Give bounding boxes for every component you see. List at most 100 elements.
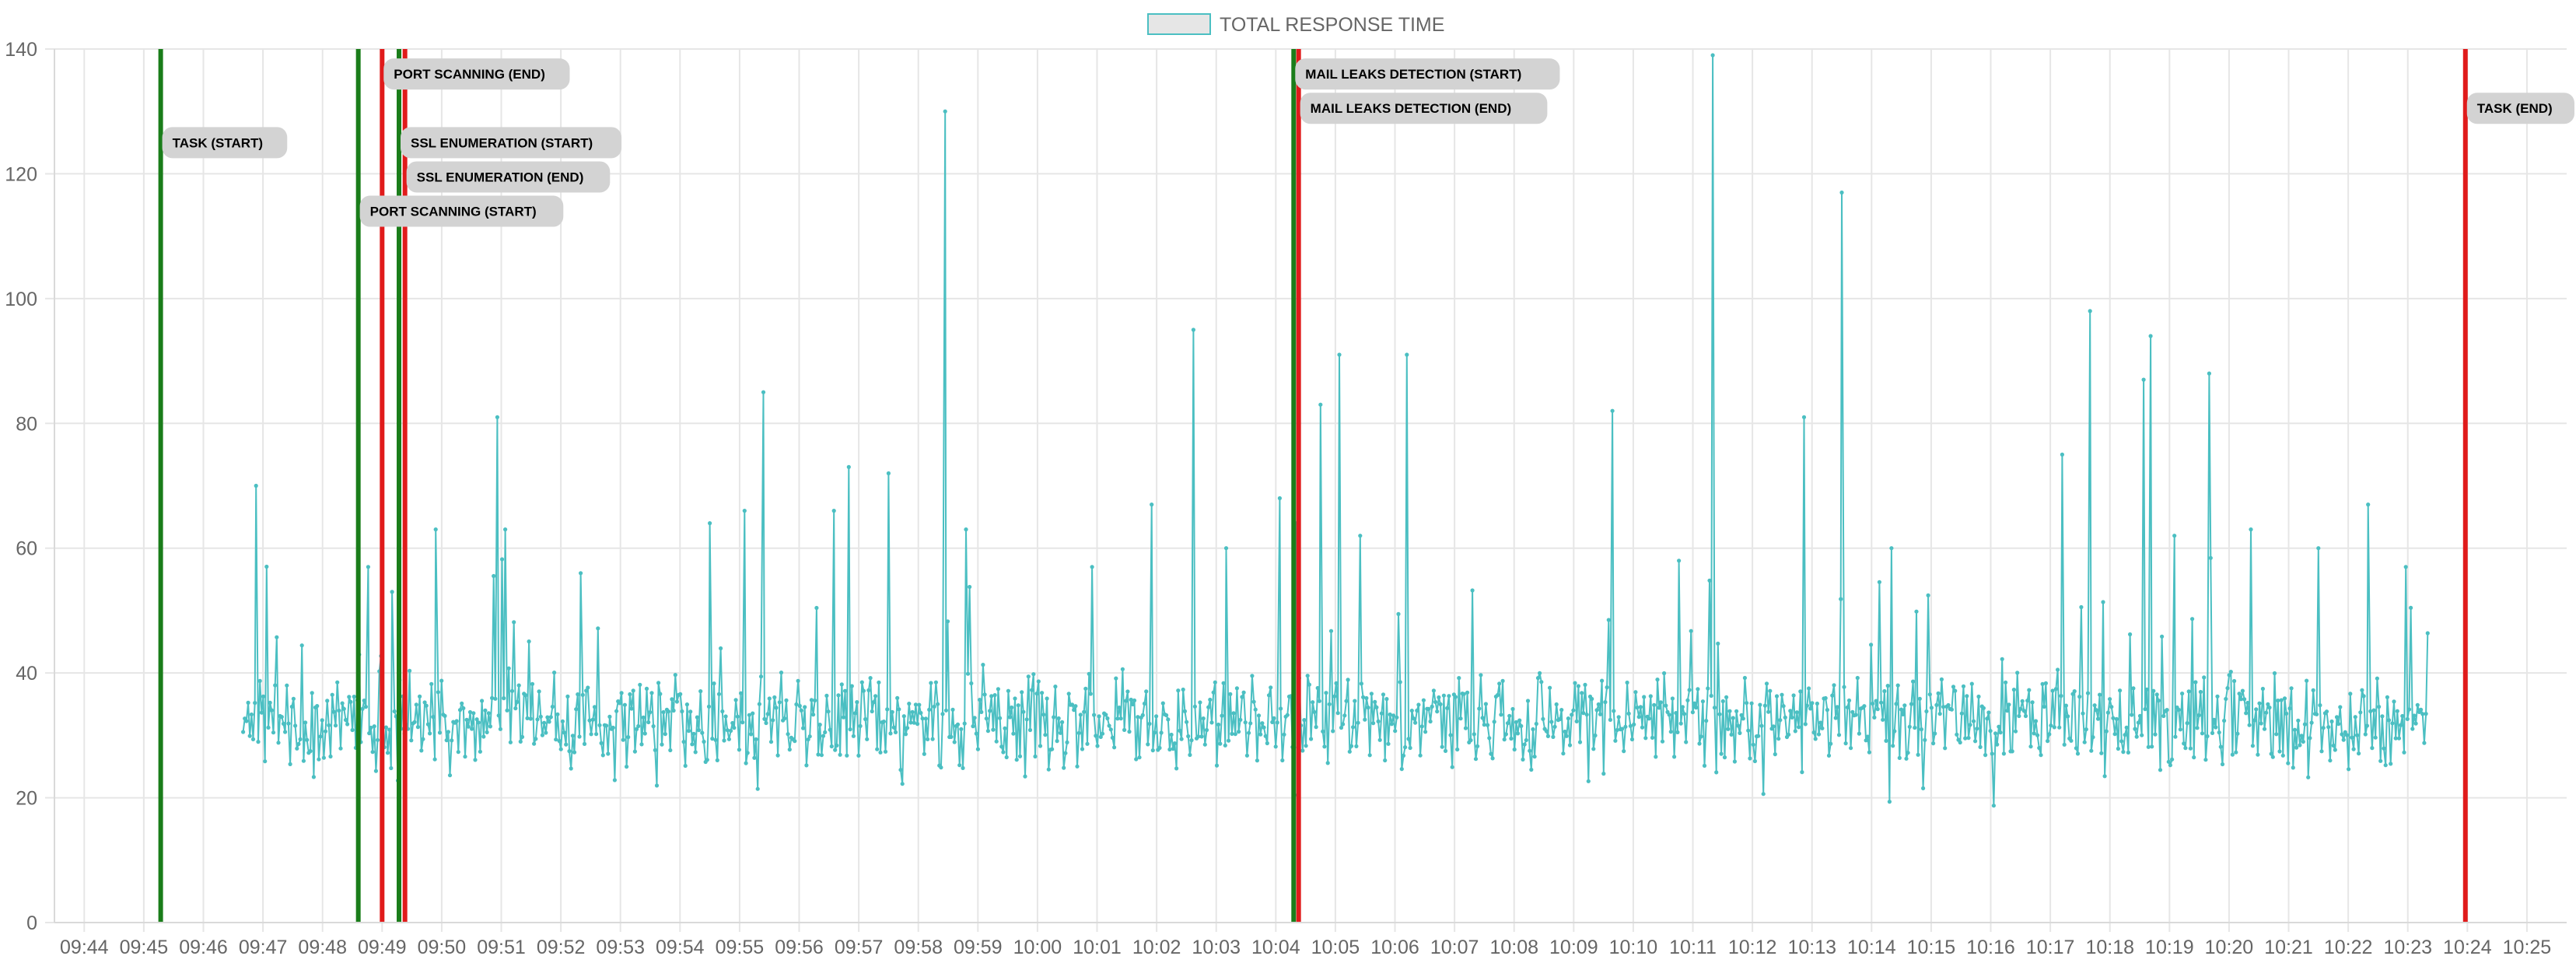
data-point [1545,734,1550,739]
data-point [1941,705,1946,709]
data-point [1383,758,1388,763]
data-point [1147,721,1152,727]
data-point [1794,710,1799,715]
data-point [690,742,695,747]
data-point [2033,719,2039,723]
x-tick-label: 10:10 [1609,937,1658,958]
data-point [1060,720,1065,725]
data-point [1849,746,1853,751]
data-point [1137,755,1142,760]
data-point [700,730,705,735]
data-point [1643,736,1648,741]
data-point [590,717,595,722]
data-point [839,682,844,687]
data-point [1884,738,1888,744]
data-point [1862,704,1867,709]
data-point [439,678,444,683]
data-point [1199,734,1204,739]
data-point [905,726,910,730]
data-point [1510,706,1515,712]
data-point [1664,703,1668,708]
data-point [1696,687,1700,692]
data-point [362,699,366,703]
data-point [1499,713,1503,717]
event-label-background [1300,93,1548,124]
data-point [1832,683,1836,688]
x-tick-label: 09:58 [894,937,943,958]
data-point [723,714,728,719]
data-point [968,584,972,590]
data-point [2393,736,2398,741]
x-tick-label: 10:16 [1966,937,2015,958]
data-point [456,750,460,755]
data-point [642,731,647,736]
data-point [2390,721,2395,726]
data-point [1124,699,1129,703]
data-point [457,708,463,713]
data-point [502,696,506,701]
data-point [1712,706,1717,710]
data-point [1636,715,1641,720]
data-point [2130,713,2134,717]
data-point [548,715,553,720]
data-point [1445,706,1450,711]
data-point [418,694,422,699]
data-point [1198,700,1202,705]
data-point [523,693,528,698]
data-point [1885,684,1890,688]
data-point [2238,697,2243,702]
data-point [1391,713,1396,718]
data-point [1899,707,1904,712]
legend[interactable]: TOTAL RESPONSE TIME [1147,13,1444,36]
event-label-background [401,127,622,159]
data-point [2134,734,2139,739]
data-point [1311,700,1315,705]
data-point [1702,763,1707,769]
data-point [2146,744,2151,749]
data-point [897,707,901,712]
data-point [1871,701,1875,706]
data-point [565,694,570,699]
data-point [327,723,331,728]
data-point [969,681,974,686]
data-point [1496,692,1500,698]
data-point [2121,750,2126,755]
data-point [835,743,839,748]
data-point [1078,713,1083,717]
data-point [530,681,535,686]
data-point [2077,695,2082,699]
x-tick-label: 10:19 [2145,937,2194,958]
data-point [1558,716,1563,722]
data-point [352,695,356,699]
data-point [732,726,737,730]
data-point [1788,709,1793,713]
data-point [1234,686,1239,691]
data-point [859,680,864,685]
data-point [1764,681,1769,686]
data-point [1706,686,1710,691]
data-point [2225,686,2230,691]
data-point [1519,723,1524,729]
x-tick-label: 10:04 [1251,937,1300,958]
data-point [1601,772,1606,776]
data-point [2336,722,2341,727]
data-point [1105,716,1110,721]
data-point [1657,706,1661,710]
data-point [1965,694,1969,699]
data-point [1122,727,1127,733]
data-point [1256,713,1262,718]
data-point [1129,697,1133,702]
data-point [244,719,249,723]
data-point [550,704,555,709]
data-point [829,744,834,749]
data-point [1097,714,1101,719]
data-point [2328,758,2333,763]
data-point [2277,749,2282,754]
data-point [1063,751,1068,755]
data-point [952,740,957,744]
data-point [695,715,700,720]
data-point [1580,691,1584,695]
data-point [910,709,915,714]
data-point [1564,734,1569,738]
data-point [2358,710,2363,715]
